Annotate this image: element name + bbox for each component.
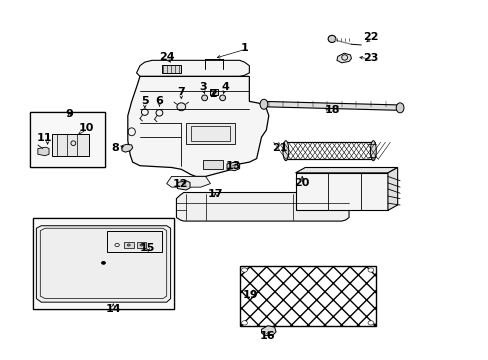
Bar [33, 218, 174, 309]
Ellipse shape [140, 244, 142, 246]
Ellipse shape [241, 268, 247, 272]
Bar [123, 242, 133, 248]
Text: 14: 14 [105, 304, 121, 314]
Ellipse shape [127, 244, 130, 246]
Text: 10: 10 [79, 123, 94, 133]
Polygon shape [295, 167, 397, 173]
Bar [285, 142, 372, 159]
Bar [107, 231, 162, 252]
Bar [33, 218, 174, 309]
Bar [239, 266, 375, 327]
Ellipse shape [260, 99, 267, 109]
Ellipse shape [102, 261, 105, 264]
Text: 1: 1 [240, 43, 248, 53]
Text: 6: 6 [155, 96, 163, 107]
Text: 11: 11 [36, 133, 52, 143]
Text: 19: 19 [242, 290, 258, 300]
Text: 16: 16 [260, 332, 275, 342]
Ellipse shape [367, 321, 373, 325]
Polygon shape [177, 181, 190, 190]
Text: 20: 20 [294, 178, 309, 188]
Text: 15: 15 [139, 243, 155, 253]
Ellipse shape [241, 321, 247, 325]
Text: 3: 3 [199, 82, 206, 92]
Text: 22: 22 [363, 32, 378, 42]
Ellipse shape [283, 141, 288, 161]
Ellipse shape [367, 268, 373, 272]
Polygon shape [336, 53, 351, 63]
Text: 7: 7 [177, 87, 185, 98]
Bar [30, 112, 105, 167]
Text: 9: 9 [65, 109, 73, 119]
Polygon shape [226, 162, 239, 171]
Polygon shape [176, 193, 348, 221]
Text: 4: 4 [221, 82, 228, 92]
Bar [285, 142, 372, 159]
Text: 18: 18 [324, 105, 339, 115]
Bar [295, 173, 387, 210]
Bar [203, 160, 222, 169]
Text: 13: 13 [225, 161, 241, 171]
Ellipse shape [327, 35, 335, 42]
Polygon shape [261, 326, 276, 336]
Bar [30, 112, 105, 167]
Text: 12: 12 [172, 179, 188, 189]
Polygon shape [387, 167, 397, 210]
Ellipse shape [395, 103, 403, 113]
Bar [52, 134, 89, 156]
Polygon shape [166, 176, 210, 187]
Ellipse shape [370, 141, 375, 161]
Polygon shape [36, 226, 170, 302]
Text: 21: 21 [271, 143, 286, 153]
Polygon shape [136, 60, 249, 76]
Text: 5: 5 [141, 96, 148, 107]
Bar [33, 218, 174, 309]
Text: 17: 17 [207, 189, 223, 199]
Bar [191, 126, 229, 141]
Ellipse shape [177, 103, 185, 111]
Polygon shape [122, 144, 132, 152]
Bar [30, 112, 105, 167]
Polygon shape [264, 102, 399, 111]
Bar [210, 89, 218, 95]
Text: 8: 8 [112, 143, 119, 153]
Bar [239, 266, 375, 327]
Polygon shape [127, 76, 268, 176]
Bar [136, 242, 146, 248]
Bar [162, 65, 181, 73]
Ellipse shape [201, 95, 207, 101]
Ellipse shape [219, 95, 225, 101]
Text: 2: 2 [208, 89, 216, 99]
Polygon shape [38, 147, 49, 156]
Bar [186, 123, 234, 144]
Text: 24: 24 [159, 52, 174, 62]
Text: 23: 23 [363, 53, 378, 63]
